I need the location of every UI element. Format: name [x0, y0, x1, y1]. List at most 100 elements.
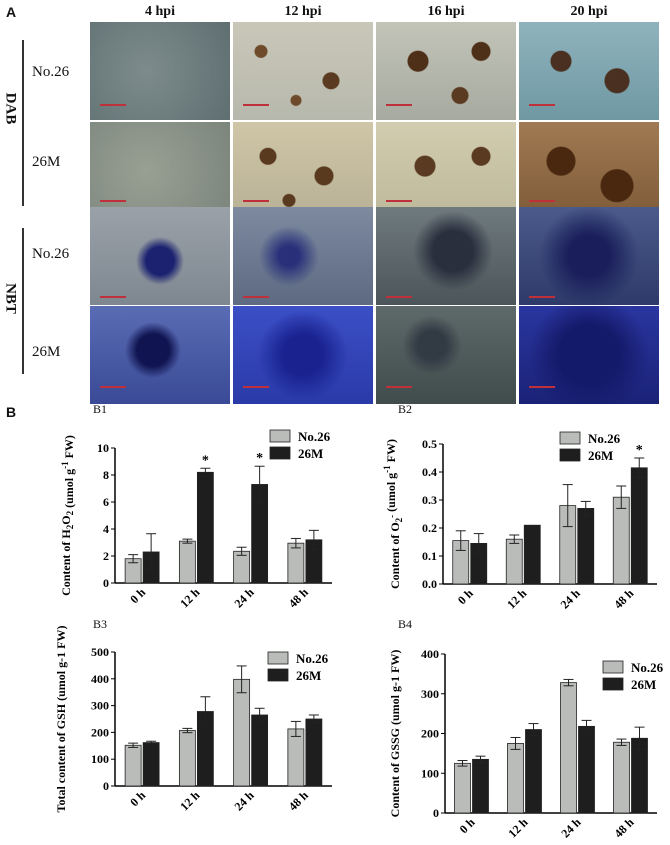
bar-26m [251, 714, 269, 787]
y-axis-label: Content of H2O2 (umol g-1 FW) [59, 435, 76, 596]
y-tick-label: 400 [91, 672, 109, 686]
micrograph-nbt-no26-4hpi [90, 207, 230, 305]
micrograph-dab-26m-12hpi [233, 122, 373, 220]
scale-bar [386, 386, 412, 388]
x-tick-label: 24 h [232, 585, 257, 610]
chart-h2o2: 0 2 4 6 8 10 0 h * 12 h * 24 h 48 h No.26 26M Content … [59, 429, 332, 610]
legend-swatch [267, 668, 289, 682]
column-header-4hpi: 4 hpi [145, 4, 175, 19]
subpanel-letter-b4: B4 [398, 617, 413, 631]
bar-no26 [560, 682, 577, 814]
bar-26m [196, 471, 214, 584]
chart-gssg: 0 100 200 300 400 0 h 12 h 24 h 48 h No.26 26M Cont… [388, 647, 664, 840]
y-tick-label: 300 [91, 699, 109, 713]
scale-bar [243, 104, 269, 106]
y-tick-label: 400 [421, 647, 439, 661]
nbt-label: NBT [2, 283, 19, 314]
legend-label: No.26 [298, 429, 331, 444]
column-header-16hpi: 16 hpi [427, 4, 465, 19]
scale-bar [529, 200, 555, 202]
bar-no26 [505, 538, 523, 585]
legend-label: No.26 [631, 660, 664, 675]
y-tick-label: 6 [103, 495, 109, 509]
bar-no26 [612, 496, 630, 585]
micrograph-dab-26m-4hpi [90, 122, 230, 220]
bar-26m [630, 467, 648, 585]
legend-swatch [269, 446, 291, 460]
y-tick-label: 0.0 [422, 577, 437, 591]
scale-bar [100, 386, 126, 388]
subpanel-letter-b2: B2 [398, 402, 413, 416]
micrograph-dab-no26-16hpi [376, 22, 516, 120]
y-tick-label: 0.3 [422, 493, 437, 507]
y-tick-label: 200 [91, 725, 109, 739]
scale-bar [243, 200, 269, 202]
y-tick-label: 100 [421, 766, 439, 780]
x-tick-label: 0 h [127, 788, 148, 809]
scale-bar [529, 296, 555, 298]
x-tick-label: 0 h [457, 815, 478, 836]
chart-gsh: 0 100 200 300 400 500 0 h 12 h 24 h 48 h No.26 26M T… [54, 626, 332, 813]
y-axis-label: Content of GSSG (umol g-1 FW) [388, 650, 402, 818]
y-tick-label: 200 [421, 727, 439, 741]
bar-no26 [507, 743, 524, 814]
micrograph-dab-26m-20hpi [519, 122, 659, 220]
y-axis-label: Total content of GSH (umol g-1 FW) [54, 626, 68, 813]
bar-26m [472, 758, 489, 814]
row-label-dab-no26: No.26 [32, 64, 70, 80]
y-tick-label: 0.5 [422, 437, 437, 451]
legend-swatch [559, 448, 581, 462]
x-tick-label: 48 h [611, 586, 636, 611]
x-tick-label: 12 h [504, 586, 529, 611]
bar-no26 [178, 730, 196, 787]
legend-label: No.26 [296, 651, 329, 666]
scale-bar [386, 200, 412, 202]
row-label-dab-26m: 26M [32, 154, 61, 170]
subpanel-letter-b3: B3 [93, 617, 108, 631]
x-tick-label: 48 h [286, 788, 311, 813]
significance-marker: * [256, 451, 263, 466]
row-label-nbt-26m: 26M [32, 344, 61, 360]
y-tick-label: 8 [103, 468, 109, 482]
nbt-bracket [22, 228, 24, 374]
micrograph-dab-no26-20hpi [519, 22, 659, 120]
y-tick-label: 0 [103, 779, 109, 793]
y-tick-label: 0.1 [422, 549, 437, 563]
bar-26m [523, 524, 541, 585]
bar-no26 [233, 550, 251, 584]
bar-26m [305, 718, 323, 787]
y-tick-label: 10 [97, 441, 109, 455]
y-tick-label: 300 [421, 687, 439, 701]
legend-label: 26M [298, 446, 323, 461]
scale-bar [529, 104, 555, 106]
subpanel-letter-b1: B1 [93, 402, 108, 416]
row-label-nbt-no26: No.26 [32, 246, 70, 262]
x-tick-label: 0 h [127, 585, 148, 606]
bar-26m [142, 742, 160, 787]
y-tick-label: 2 [103, 549, 109, 563]
micrograph-dab-no26-12hpi [233, 22, 373, 120]
legend-label: 26M [588, 448, 613, 463]
y-tick-label: 500 [91, 645, 109, 659]
scale-bar [529, 386, 555, 388]
significance-marker: * [202, 453, 209, 468]
x-tick-label: 0 h [455, 586, 476, 607]
micrograph-nbt-26m-4hpi [90, 306, 230, 404]
legend-swatch [269, 429, 291, 443]
panel-a-letter: A [6, 4, 17, 20]
x-tick-label: 24 h [232, 788, 257, 813]
bar-26m [577, 508, 595, 585]
y-tick-label: 100 [91, 752, 109, 766]
micrograph-dab-26m-16hpi [376, 122, 516, 220]
x-tick-label: 12 h [177, 585, 202, 610]
x-tick-label: 48 h [286, 585, 311, 610]
legend-swatch [559, 431, 581, 445]
legend-swatch [602, 677, 624, 691]
bar-26m [578, 725, 595, 814]
micrograph-nbt-no26-16hpi [376, 207, 516, 305]
y-tick-label: 0 [433, 806, 439, 820]
scale-bar [100, 104, 126, 106]
scale-bar [100, 296, 126, 298]
legend-swatch [267, 651, 289, 665]
chart-o2: 0.0 0.1 0.2 0.3 0.4 0.5 0 h 12 h 24 h * 48 h No.26 2… [382, 431, 657, 611]
